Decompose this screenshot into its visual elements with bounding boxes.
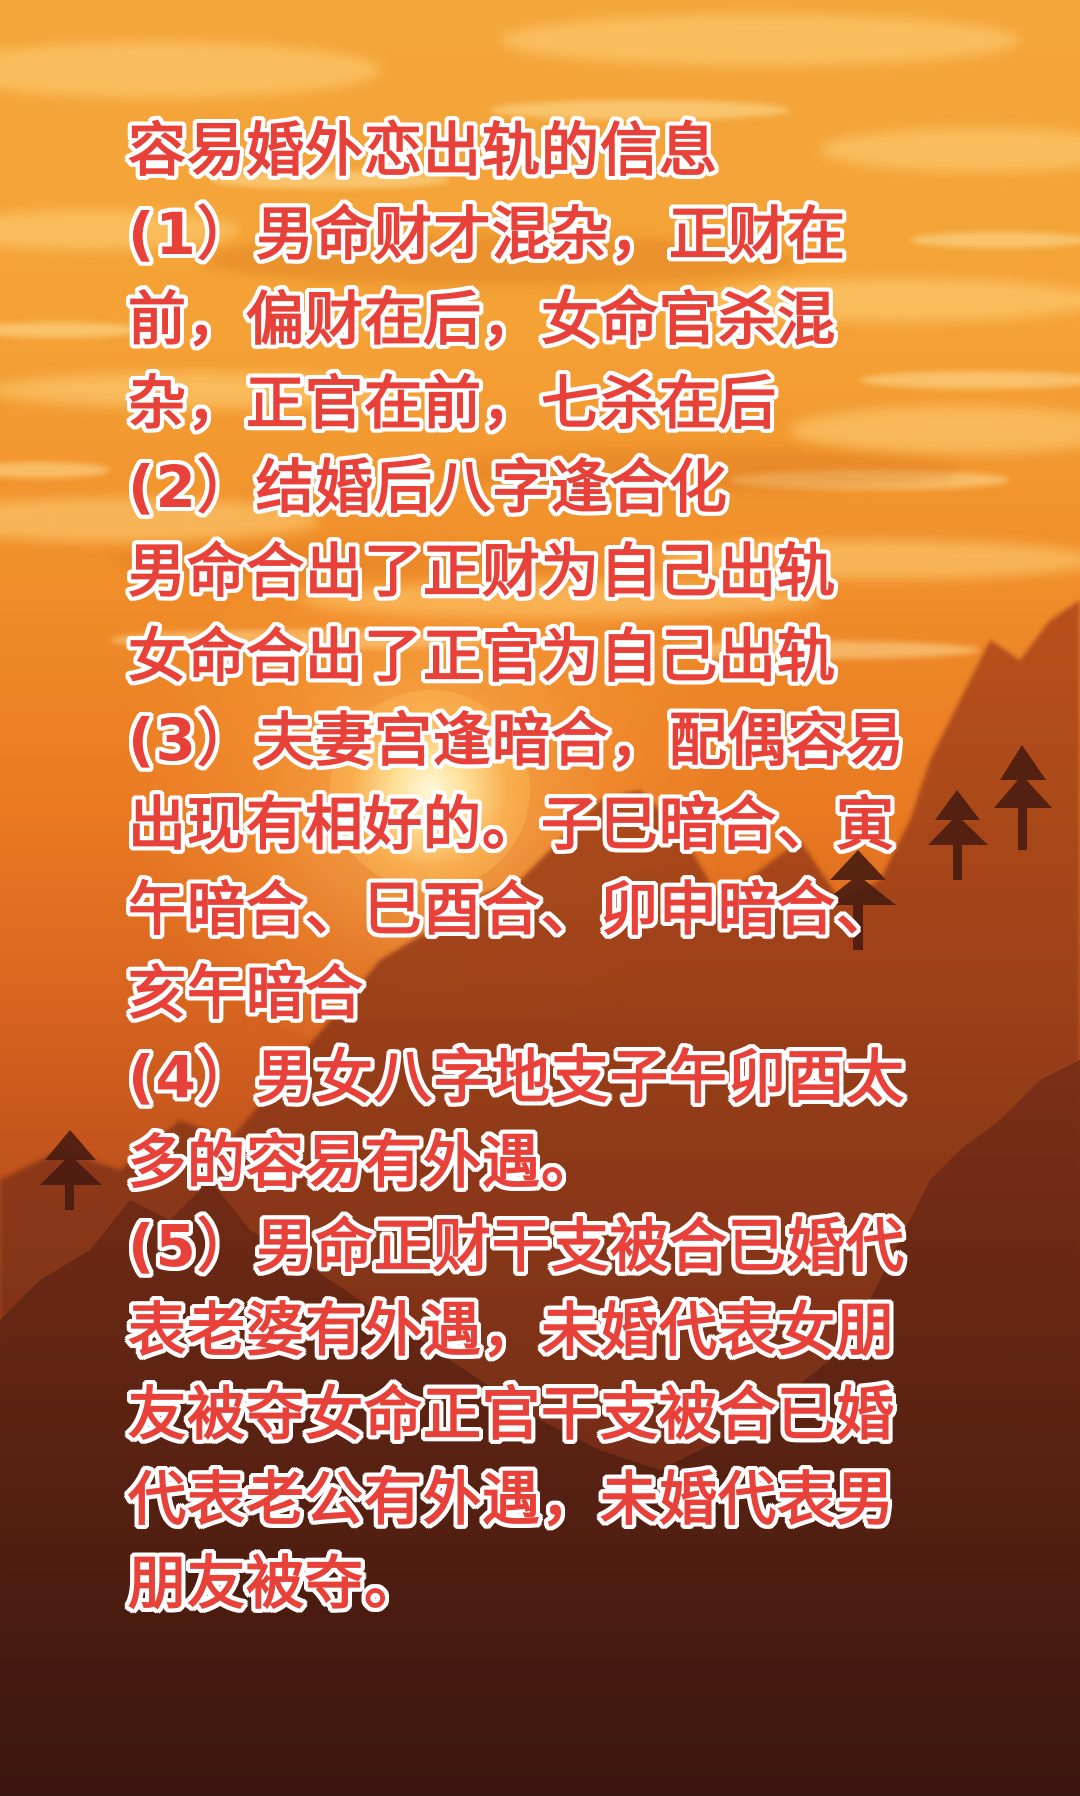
text-line: 杂，正官在前，七杀在后 <box>128 368 778 437</box>
text-line: 友被夺女命正官干支被合已婚 <box>128 1380 896 1449</box>
text-line: 午暗合、巳酉合、卯申暗合、 <box>128 874 896 943</box>
text-line: 多的容易有外遇。 <box>128 1127 601 1196</box>
text-line: (2）结婚后八字逢合化 <box>128 453 728 522</box>
text-line: 代表老公有外遇，未婚代表男 <box>128 1464 896 1533</box>
text-line: 前，偏财在后，女命官杀混 <box>128 284 837 353</box>
text-line: 女命合出了正官为自己出轨 <box>128 621 837 690</box>
text-line: 出现有相好的。子巳暗合、寅 <box>128 790 896 859</box>
text-line: 表老婆有外遇，未婚代表女朋 <box>128 1296 896 1365</box>
text-line: 亥午暗合 <box>128 958 365 1027</box>
text-line: (1）男命财才混杂，正财在 <box>128 200 846 269</box>
text-line: 男命合出了正财为自己出轨 <box>128 537 837 606</box>
sun <box>330 690 530 890</box>
text-line: (5）男命正财干支被合已婚代 <box>128 1211 905 1280</box>
text-line: (3）夫妻宫逢暗合，配偶容易 <box>128 706 905 775</box>
article-text: 容易婚外恋出轨的信息 (1）男命财才混杂，正财在 前，偏财在后，女命官杀混 杂，… <box>128 108 988 1625</box>
text-line-title: 容易婚外恋出轨的信息 <box>128 116 719 184</box>
text-line: 朋友被夺。 <box>128 1549 424 1618</box>
text-line: (4）男女八字地支子午卯酉太 <box>128 1043 905 1112</box>
